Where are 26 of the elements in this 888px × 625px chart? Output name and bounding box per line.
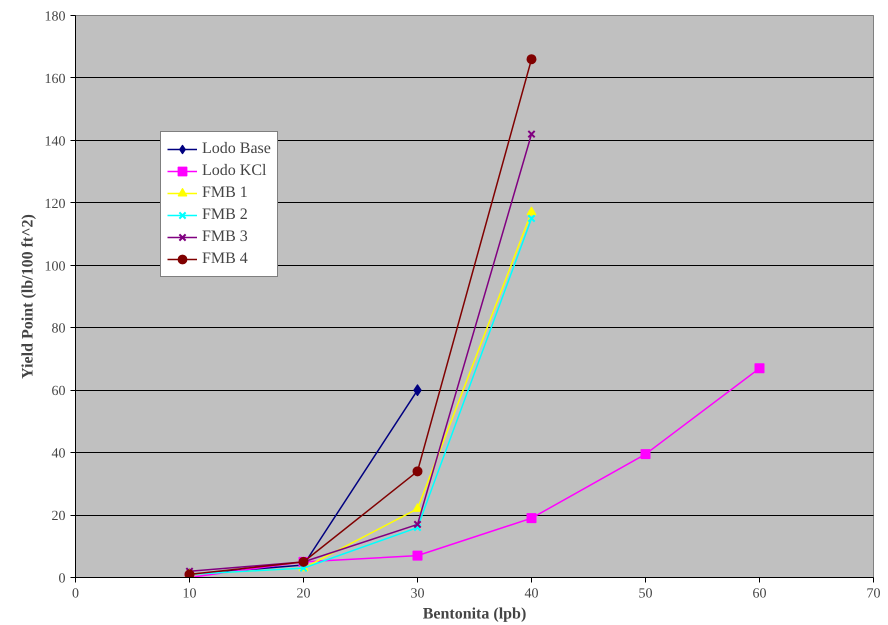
x-tick-label: 50	[638, 586, 652, 602]
x-tick-label: 60	[752, 586, 766, 602]
x-tick-label: 70	[866, 586, 880, 602]
legend-label: FMB 1	[202, 183, 248, 203]
y-tick-label: 80	[52, 322, 66, 337]
x-tick-label: 0	[72, 586, 79, 602]
legend-label: Lodo Base	[202, 139, 271, 159]
y-tick-label: 120	[44, 196, 66, 212]
x-tick-label: 20	[296, 586, 310, 602]
y-tick-label: 160	[44, 72, 66, 87]
x-tick-label: 30	[410, 586, 424, 602]
legend-label: Lodo KCl	[202, 161, 266, 181]
y-tick-label: 140	[44, 134, 66, 150]
legend-label: FMB 3	[202, 227, 248, 247]
x-tick-label: 40	[524, 586, 538, 602]
y-tick-label: 180	[44, 10, 66, 24]
x-tick-label: 10	[182, 586, 196, 602]
legend-label: FMB 2	[202, 205, 248, 225]
y-axis-title: Yield Point (lb/100 ft^2)	[20, 214, 36, 379]
legend-label: FMB 4	[202, 249, 248, 269]
y-tick-label: 40	[52, 446, 66, 462]
y-tick-label: 60	[52, 384, 66, 400]
y-tick-label: 100	[44, 259, 66, 274]
y-tick-label: 20	[52, 509, 66, 524]
y-tick-label: 0	[58, 572, 66, 586]
x-axis-title: Bentonita (lpb)	[422, 606, 526, 622]
